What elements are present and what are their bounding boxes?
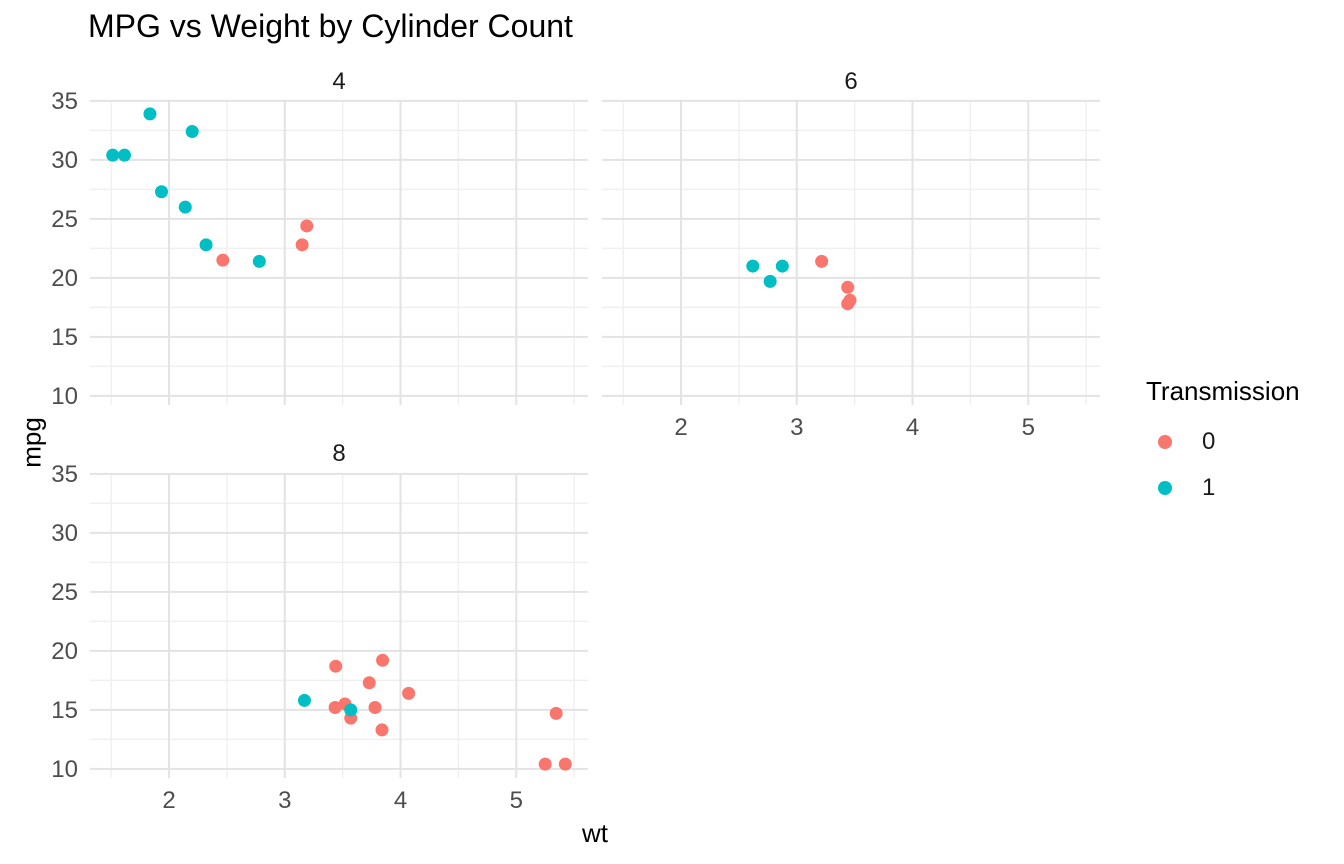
y-tick-label: 30 (51, 147, 78, 174)
x-tick-label: 5 (1022, 414, 1035, 441)
y-tick-label: 30 (51, 520, 78, 547)
y-tick-label: 15 (51, 697, 78, 724)
y-tick-label: 15 (51, 324, 78, 351)
data-point (763, 274, 777, 288)
legend-item-0: 0 (1146, 419, 1300, 465)
data-point (155, 185, 169, 199)
x-tick-label: 3 (790, 414, 803, 441)
data-point (841, 280, 855, 294)
data-point (297, 693, 311, 707)
chart-title: MPG vs Weight by Cylinder Count (88, 8, 573, 44)
facet-label-6: 6 (844, 68, 858, 95)
y-tick-label: 20 (51, 265, 78, 292)
data-point (295, 238, 309, 252)
x-axis-title: wt (582, 818, 608, 848)
data-point (344, 703, 358, 717)
data-point (558, 757, 572, 771)
y-tick-label: 10 (51, 383, 78, 410)
legend-key-dot-1 (1158, 481, 1172, 495)
x-tick-label: 3 (278, 787, 291, 814)
data-point (199, 238, 213, 252)
x-tick-label: 4 (906, 414, 919, 441)
data-point (300, 219, 314, 233)
data-point (117, 148, 131, 162)
y-tick-label: 25 (51, 206, 78, 233)
data-point (328, 701, 342, 715)
y-tick-label: 35 (51, 461, 78, 488)
data-point (178, 200, 192, 214)
data-point (106, 148, 120, 162)
data-point (216, 253, 230, 267)
x-tick-label: 5 (510, 787, 523, 814)
data-point (841, 297, 855, 311)
legend-key-dot-0 (1158, 435, 1172, 449)
data-point (375, 723, 389, 737)
data-point (402, 686, 416, 700)
legend-title: Transmission (1146, 376, 1300, 406)
y-tick-label: 20 (51, 638, 78, 665)
data-point (746, 259, 760, 273)
y-tick-label: 25 (51, 579, 78, 606)
data-point (368, 701, 382, 715)
legend-item-1: 1 (1146, 465, 1300, 511)
data-point (815, 254, 829, 268)
data-point (538, 757, 552, 771)
x-tick-label: 2 (674, 414, 687, 441)
y-tick-label: 10 (51, 756, 78, 783)
data-point (775, 259, 789, 273)
y-tick-label: 35 (51, 88, 78, 115)
legend-item-label-1: 1 (1202, 474, 1216, 501)
legend-item-label-0: 0 (1202, 428, 1216, 455)
legend: Transmission 0 1 (1146, 376, 1300, 511)
facet-label-4: 4 (332, 68, 346, 95)
data-point (376, 653, 390, 667)
data-point (252, 254, 266, 268)
data-point (549, 706, 563, 720)
y-axis-title: mpg (16, 417, 47, 468)
data-point (329, 659, 343, 673)
x-tick-label: 2 (162, 787, 175, 814)
x-tick-label: 4 (394, 787, 407, 814)
facet-label-8: 8 (332, 440, 346, 467)
data-point (185, 125, 199, 139)
data-point (143, 107, 157, 121)
data-point (362, 676, 376, 690)
